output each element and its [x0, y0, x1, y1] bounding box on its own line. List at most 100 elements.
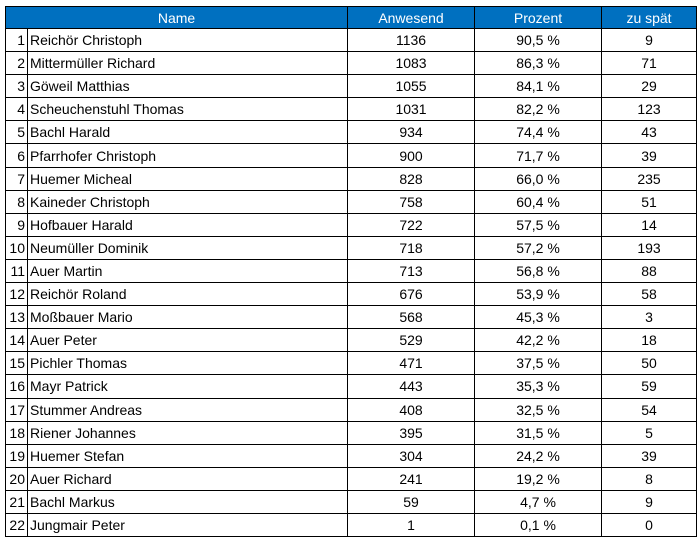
present-cell: 934 — [347, 120, 476, 145]
present-cell: 568 — [347, 305, 476, 330]
rank-cell: 5 — [5, 120, 28, 145]
name-cell: Reichör Roland — [26, 282, 349, 307]
percent-cell: 74,4 % — [474, 120, 603, 145]
table-row: 3 Göweil Matthias 1055 84,1 % 29 — [5, 74, 698, 99]
name-cell: Pichler Thomas — [26, 351, 349, 376]
late-cell: 9 — [601, 27, 698, 53]
header-row: Name Anwesend Prozent zu spät — [4, 6, 698, 29]
table-row: 4 Scheuchenstuhl Thomas 1031 82,2 % 123 — [5, 97, 698, 122]
present-cell: 713 — [347, 258, 476, 284]
name-cell: Moßbauer Mario — [26, 305, 349, 330]
rank-cell: 8 — [5, 189, 28, 214]
percent-cell: 82,2 % — [474, 97, 603, 122]
rank-cell: 14 — [5, 328, 28, 353]
table-row: 8 Kaineder Christoph 758 60,4 % 51 — [5, 189, 698, 214]
late-cell: 88 — [601, 258, 698, 284]
name-cell: Hofbauer Harald — [26, 212, 349, 237]
percent-cell: 31,5 % — [474, 420, 603, 445]
percent-cell: 71,7 % — [474, 143, 603, 168]
present-cell: 471 — [347, 351, 476, 376]
table-row: 15 Pichler Thomas 471 37,5 % 50 — [5, 351, 698, 376]
table-row: 6 Pfarrhofer Christoph 900 71,7 % 39 — [5, 143, 698, 168]
table-row: 10 Neumüller Dominik 718 57,2 % 193 — [5, 235, 698, 260]
percent-cell: 42,2 % — [474, 328, 603, 353]
late-cell: 14 — [601, 212, 698, 237]
name-cell: Jungmair Peter — [26, 512, 349, 538]
table-row: 18 Riener Johannes 395 31,5 % 5 — [5, 420, 698, 445]
rank-cell: 9 — [5, 212, 28, 237]
name-cell: Kaineder Christoph — [26, 189, 349, 214]
percent-cell: 19,2 % — [474, 466, 603, 491]
present-cell: 241 — [347, 466, 476, 491]
name-cell: Göweil Matthias — [26, 74, 349, 99]
late-cell: 9 — [601, 489, 698, 514]
present-cell: 1031 — [347, 97, 476, 122]
late-cell: 29 — [601, 74, 698, 99]
header-name: Name — [4, 6, 349, 29]
name-cell: Huemer Micheal — [26, 166, 349, 191]
rank-cell: 17 — [5, 397, 28, 422]
name-cell: Bachl Markus — [26, 489, 349, 514]
present-cell: 1136 — [347, 27, 476, 53]
name-cell: Scheuchenstuhl Thomas — [26, 97, 349, 122]
present-cell: 408 — [347, 397, 476, 422]
percent-cell: 56,8 % — [474, 258, 603, 284]
late-cell: 3 — [601, 305, 698, 330]
late-cell: 54 — [601, 397, 698, 422]
rank-cell: 6 — [5, 143, 28, 168]
attendance-table: Name Anwesend Prozent zu spät 1 Reichör C… — [4, 6, 698, 538]
table-row: 19 Huemer Stefan 304 24,2 % 39 — [5, 443, 698, 468]
table-row: 16 Mayr Patrick 443 35,3 % 59 — [5, 374, 698, 399]
table-row: 5 Bachl Harald 934 74,4 % 43 — [5, 120, 698, 145]
rank-cell: 2 — [5, 51, 28, 76]
rank-cell: 13 — [5, 305, 28, 330]
present-cell: 758 — [347, 189, 476, 214]
name-cell: Auer Richard — [26, 466, 349, 491]
late-cell: 51 — [601, 189, 698, 214]
present-cell: 900 — [347, 143, 476, 168]
table-row: 17 Stummer Andreas 408 32,5 % 54 — [5, 397, 698, 422]
percent-cell: 60,4 % — [474, 189, 603, 214]
rank-cell: 21 — [5, 489, 28, 514]
rank-cell: 11 — [5, 258, 28, 284]
late-cell: 8 — [601, 466, 698, 491]
late-cell: 43 — [601, 120, 698, 145]
table-row: 14 Auer Peter 529 42,2 % 18 — [5, 328, 698, 353]
percent-cell: 86,3 % — [474, 51, 603, 76]
header-late: zu spät — [601, 6, 698, 29]
late-cell: 59 — [601, 374, 698, 399]
name-cell: Auer Peter — [26, 328, 349, 353]
present-cell: 1055 — [347, 74, 476, 99]
late-cell: 123 — [601, 97, 698, 122]
name-cell: Pfarrhofer Christoph — [26, 143, 349, 168]
present-cell: 304 — [347, 443, 476, 468]
table-row: 9 Hofbauer Harald 722 57,5 % 14 — [5, 212, 698, 237]
percent-cell: 45,3 % — [474, 305, 603, 330]
percent-cell: 66,0 % — [474, 166, 603, 191]
late-cell: 58 — [601, 282, 698, 307]
late-cell: 193 — [601, 235, 698, 260]
percent-cell: 24,2 % — [474, 443, 603, 468]
late-cell: 0 — [601, 512, 698, 538]
percent-cell: 57,5 % — [474, 212, 603, 237]
table-row: 1 Reichör Christoph 1136 90,5 % 9 — [5, 27, 698, 53]
present-cell: 59 — [347, 489, 476, 514]
table-row: 11 Auer Martin 713 56,8 % 88 — [5, 258, 698, 284]
percent-cell: 35,3 % — [474, 374, 603, 399]
table-row: 20 Auer Richard 241 19,2 % 8 — [5, 466, 698, 491]
name-cell: Mayr Patrick — [26, 374, 349, 399]
present-cell: 529 — [347, 328, 476, 353]
table-row: 7 Huemer Micheal 828 66,0 % 235 — [5, 166, 698, 191]
table-row: 12 Reichör Roland 676 53,9 % 58 — [5, 282, 698, 307]
late-cell: 50 — [601, 351, 698, 376]
late-cell: 39 — [601, 443, 698, 468]
percent-cell: 0,1 % — [474, 512, 603, 538]
table-row: 13 Moßbauer Mario 568 45,3 % 3 — [5, 305, 698, 330]
header-present: Anwesend — [347, 6, 476, 29]
name-cell: Stummer Andreas — [26, 397, 349, 422]
table-row: 2 Mittermüller Richard 1083 86,3 % 71 — [5, 51, 698, 76]
present-cell: 722 — [347, 212, 476, 237]
name-cell: Reichör Christoph — [26, 27, 349, 53]
rank-cell: 7 — [5, 166, 28, 191]
present-cell: 676 — [347, 282, 476, 307]
